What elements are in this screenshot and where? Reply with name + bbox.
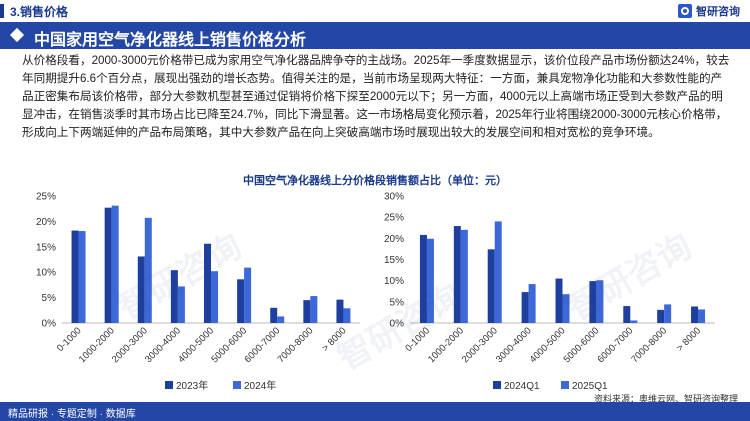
- brand-logo-text: 智研咨询: [696, 6, 740, 18]
- chart-title: 中国空气净化器线上分价格段销售额占比（单位：元）: [243, 175, 507, 187]
- bar-right-series-1: [664, 304, 672, 323]
- footer-text: 精品研报 · 专题定制 · 数据库: [8, 409, 136, 420]
- x-tick-label: 4000-5000: [528, 325, 568, 365]
- bar-left-series-1: [111, 205, 119, 323]
- legend-label: 2025Q1: [572, 381, 608, 392]
- bar-right-series-0: [657, 309, 665, 323]
- analysis-paragraph: 从价格段看，2000-3000元价格带已成为家用空气净化器品牌争夺的主战场。20…: [22, 54, 730, 139]
- y-tick-label: 20%: [384, 234, 404, 245]
- x-tick-label: 2000-3000: [460, 325, 500, 365]
- footer-bar: 精品研报 · 专题定制 · 数据库: [0, 402, 750, 421]
- y-tick-label: 0%: [390, 319, 405, 330]
- x-tick-label: 3000-4000: [494, 325, 534, 365]
- title-banner: 中国家用空气净化器线上销售价格分析: [0, 22, 750, 49]
- y-tick-label: 5%: [390, 297, 405, 308]
- legend-swatch: [561, 381, 569, 389]
- brand-logo-icon: [678, 4, 692, 18]
- bar-left-series-0: [71, 230, 79, 323]
- bar-right-series-0: [691, 306, 699, 323]
- y-tick-label: 20%: [36, 217, 56, 228]
- bar-right-series-1: [562, 294, 570, 323]
- bar-left-series-1: [277, 316, 285, 323]
- y-tick-label: 0%: [42, 319, 57, 330]
- section-label: 3.销售价格: [10, 5, 69, 19]
- bar-right-series-1: [460, 229, 468, 323]
- x-tick-label: 5000-6000: [562, 325, 602, 365]
- y-tick-label: 25%: [384, 213, 404, 224]
- bar-left-series-1: [78, 231, 86, 323]
- bar-right-series-0: [521, 292, 529, 323]
- bar-left-series-1: [310, 296, 318, 323]
- bar-left-series-1: [244, 267, 252, 323]
- bar-right-series-0: [487, 249, 495, 323]
- y-tick-label: 15%: [384, 255, 404, 266]
- bar-left-series-0: [303, 300, 311, 323]
- legend-swatch: [493, 381, 501, 389]
- x-tick-label: 6000-7000: [595, 325, 635, 365]
- bar-left-series-0: [170, 270, 178, 323]
- x-tick-label: 7000-8000: [276, 325, 316, 365]
- bar-left-series-1: [343, 308, 351, 323]
- section-marker: [0, 4, 4, 18]
- bar-left-series-0: [204, 243, 211, 323]
- source-note: 资料来源：奥维云网、智研咨询整理: [593, 394, 738, 404]
- bar-right-series-1: [596, 280, 604, 323]
- x-tick-label: 7000-8000: [629, 325, 669, 365]
- bar-right-series-0: [419, 234, 427, 323]
- bar-left-series-1: [144, 217, 152, 323]
- bar-right-series-0: [555, 278, 563, 323]
- bar-left-series-0: [104, 207, 112, 323]
- bar-right-series-1: [528, 284, 536, 323]
- bar-right-series-0: [623, 306, 631, 323]
- bar-right-series-0: [589, 281, 597, 323]
- legend-label: 2023年: [176, 379, 208, 392]
- y-tick-label: 10%: [36, 268, 56, 279]
- bar-left-series-0: [270, 307, 278, 323]
- bar-right-series-0: [453, 226, 461, 323]
- legend-label: 2024年: [244, 379, 276, 392]
- bar-left-series-0: [237, 279, 245, 323]
- bar-right-series-1: [698, 309, 706, 323]
- top-strip: 3.销售价格 智研咨询: [0, 0, 750, 22]
- y-tick-label: 25%: [36, 192, 56, 203]
- page-title: 中国家用空气净化器线上销售价格分析: [34, 32, 307, 49]
- bar-left-series-0: [137, 256, 145, 323]
- y-tick-label: 30%: [384, 192, 404, 203]
- bar-left-series-1: [211, 271, 218, 323]
- legend-label: 2024Q1: [504, 381, 540, 392]
- bar-left-series-1: [177, 286, 185, 323]
- bar-right-series-1: [426, 238, 434, 323]
- x-tick-label: 0-1000: [55, 325, 84, 354]
- brand-logo: 智研咨询: [678, 3, 740, 19]
- y-tick-label: 15%: [36, 242, 56, 253]
- legend-swatch: [233, 381, 241, 389]
- bar-left-series-0: [336, 299, 344, 323]
- y-tick-label: 5%: [42, 293, 57, 304]
- legend-swatch: [165, 381, 173, 389]
- bar-right-series-1: [630, 320, 638, 323]
- x-tick-label: > 8000: [675, 325, 704, 354]
- y-tick-label: 10%: [384, 276, 404, 287]
- bar-right-series-1: [494, 221, 502, 323]
